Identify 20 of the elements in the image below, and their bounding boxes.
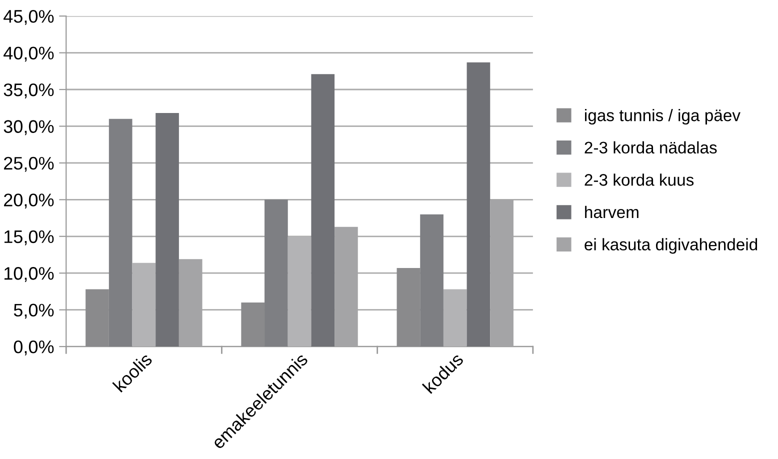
y-tick-label: 10,0%	[4, 267, 54, 282]
y-tick-label: 25,0%	[4, 156, 54, 172]
y-tick-label: 30,0%	[4, 120, 54, 136]
legend-label: 2-3 korda nädalas	[584, 141, 717, 154]
y-tick-label: 35,0%	[4, 83, 54, 98]
y-tick-label: 45,0%	[4, 10, 54, 25]
bar	[132, 262, 156, 347]
y-tick-label: 20,0%	[4, 194, 54, 209]
legend-label: harvem	[585, 206, 638, 218]
legend-label: 2-3 korda kuus	[584, 174, 694, 186]
bar	[443, 289, 467, 347]
y-tick-label: 15,0%	[4, 230, 54, 246]
y-tick-label: 0,0%	[14, 340, 54, 356]
bar	[156, 113, 179, 347]
legend-label: ei kasuta digivahendeid	[584, 238, 758, 254]
bar	[311, 74, 335, 347]
y-tick-label: 5,0%	[14, 304, 54, 319]
legend-label: igas tunnis / iga päev	[585, 109, 740, 125]
y-tick-label: 40,0%	[4, 46, 54, 62]
bar	[466, 62, 490, 347]
